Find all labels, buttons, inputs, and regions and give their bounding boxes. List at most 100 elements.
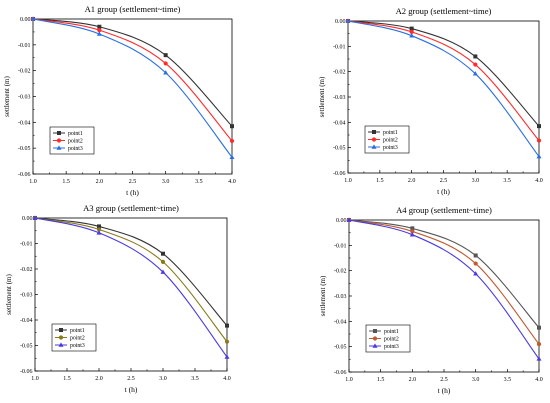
y-axis-label: settlement (m) [319, 275, 327, 316]
data-point-point1 [97, 224, 101, 229]
chart-title: A3 group (settlement~time) [83, 203, 179, 213]
legend-label: point1 [384, 329, 399, 335]
x-axis-label: t (h) [437, 187, 450, 196]
y-tick-label: -0.03 [20, 293, 33, 299]
chart-title: A4 group (settlement~time) [396, 205, 492, 215]
x-tick-label: 1.5 [63, 376, 71, 382]
data-point-point1 [161, 251, 165, 256]
x-tick-label: 2.5 [129, 179, 137, 185]
y-tick-label: -0.06 [333, 171, 346, 177]
x-tick-label: 2.0 [95, 376, 103, 382]
y-tick-label: -0.04 [333, 120, 346, 126]
y-tick-label: -0.06 [18, 172, 31, 178]
y-axis-label: settlement (m) [3, 76, 11, 117]
x-tick-label: 4.0 [535, 178, 543, 184]
y-tick-label: -0.03 [333, 95, 346, 101]
chart-panel-2: A2 group (settlement~time) 1.0 1.5 2.0 2.5 3.… [318, 6, 543, 196]
data-point-point2 [473, 62, 478, 67]
data-point-point3 [160, 269, 166, 274]
y-tick-label: -0.06 [334, 370, 347, 376]
legend-label: point1 [70, 328, 85, 334]
x-axis-label: t (h) [125, 385, 138, 394]
data-point-point3 [163, 70, 169, 75]
data-point-point3 [346, 217, 352, 222]
legend-swatch-marker [371, 144, 377, 149]
data-point-point1 [97, 24, 102, 29]
legend-label: point1 [68, 131, 83, 137]
x-tick-label: 4.0 [223, 376, 231, 382]
data-point-point1 [473, 253, 478, 258]
legend-swatch-marker [58, 342, 64, 347]
x-tick-label: 1.0 [29, 179, 37, 185]
y-tick-label: -0.04 [20, 318, 33, 324]
y-tick-label: -0.02 [20, 267, 33, 273]
data-point-point3 [96, 31, 102, 36]
x-axis-label: t (h) [126, 188, 139, 197]
data-point-point1 [473, 54, 478, 59]
y-tick-label: -0.02 [333, 70, 346, 76]
x-tick-label: 3.5 [195, 179, 203, 185]
x-tick-label: 2.0 [409, 377, 417, 383]
data-point-point1 [410, 226, 415, 231]
data-point-point3 [345, 18, 351, 23]
y-tick-label: -0.03 [18, 95, 31, 101]
chart-title: A2 group (settlement~time) [396, 6, 492, 16]
data-point-point1 [409, 26, 414, 31]
x-tick-label: 1.5 [62, 179, 70, 185]
y-tick-label: -0.01 [18, 43, 31, 49]
legend-swatch-marker [372, 130, 376, 134]
y-tick-label: 0.00 [335, 19, 346, 25]
data-point-point1 [225, 323, 229, 328]
x-tick-label: 1.0 [31, 376, 39, 382]
data-point-point3 [472, 71, 478, 76]
y-tick-label: -0.03 [334, 294, 347, 300]
x-tick-label: 2.0 [96, 179, 104, 185]
legend-label: point2 [384, 337, 399, 343]
data-point-point1 [537, 325, 541, 330]
series-line-point3 [347, 20, 540, 157]
y-tick-label: -0.05 [18, 146, 31, 152]
x-tick-label: 1.5 [377, 377, 385, 383]
y-tick-label: -0.01 [334, 243, 347, 249]
x-tick-label: 4.0 [228, 179, 236, 185]
x-tick-label: 2.0 [408, 178, 416, 184]
x-axis-label: t (h) [438, 386, 451, 395]
data-point-point1 [163, 53, 168, 58]
y-tick-label: 0.00 [20, 17, 31, 23]
y-tick-label: -0.04 [18, 120, 31, 126]
legend-swatch-marker [372, 343, 378, 348]
x-tick-label: 2.5 [127, 376, 135, 382]
legend-label: point3 [384, 344, 399, 350]
data-point-point2 [96, 227, 102, 232]
data-point-point3 [473, 271, 479, 276]
series-line-point1 [347, 20, 540, 127]
chart-panel-1: A1 group (settlement~time) 1.0 1.5 2.0 2.5 3.… [3, 4, 236, 197]
data-point-point3 [409, 33, 415, 38]
data-point-point3 [224, 354, 230, 359]
legend-swatch-marker [373, 329, 377, 333]
data-point-point3 [536, 153, 542, 159]
data-point-point2 [160, 259, 166, 264]
data-point-point2 [473, 261, 478, 266]
chart-panel-3: A3 group (settlement~time) 1.0 1.5 2.0 2.5 3.… [5, 203, 231, 394]
chart-panel-4: A4 group (settlement~time) 1.0 1.5 2.0 2.5 3.… [319, 205, 543, 395]
y-tick-label: -0.05 [334, 345, 347, 351]
y-tick-label: 0.00 [22, 216, 33, 222]
series-line-point1 [34, 217, 228, 326]
series-line-point1 [348, 219, 540, 329]
legend-swatch-marker [56, 138, 62, 143]
legend-swatch-marker [59, 328, 63, 332]
y-tick-label: -0.01 [333, 44, 346, 50]
x-tick-label: 1.0 [345, 377, 353, 383]
y-tick-label: -0.04 [334, 319, 347, 325]
x-tick-label: 3.5 [504, 377, 512, 383]
x-tick-label: 3.5 [191, 376, 199, 382]
y-tick-label: -0.05 [333, 146, 346, 152]
data-point-point2 [410, 229, 415, 234]
y-axis-label: settlement (m) [318, 76, 326, 117]
data-point-point1 [537, 124, 541, 129]
